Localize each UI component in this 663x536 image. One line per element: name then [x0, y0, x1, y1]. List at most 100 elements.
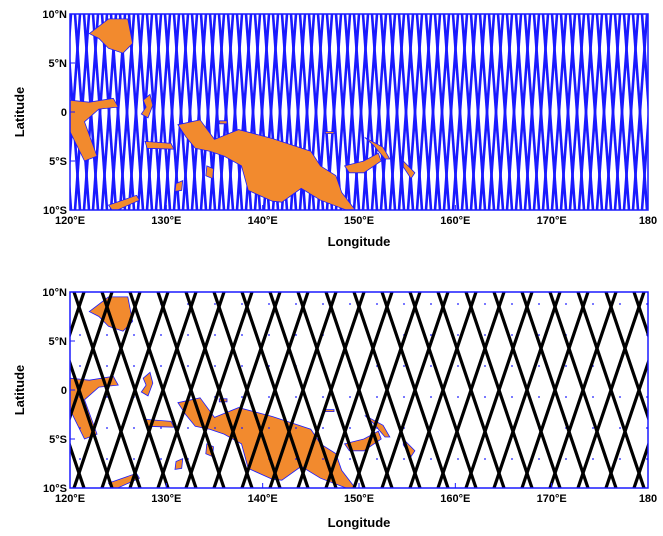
y-axis-label: Latitude — [12, 365, 27, 416]
x-tick-label: 140°E — [248, 493, 278, 505]
sample-dot — [241, 334, 243, 336]
sample-dot — [457, 334, 459, 336]
sample-dot — [565, 303, 567, 305]
sample-dot — [403, 365, 405, 367]
sample-dot — [430, 365, 432, 367]
sample-dot — [376, 427, 378, 429]
y-axis-label: Latitude — [12, 87, 27, 138]
sample-dot — [619, 427, 621, 429]
sample-dot — [565, 396, 567, 398]
sample-dot — [592, 427, 594, 429]
sample-dot — [106, 427, 108, 429]
sample-dot — [268, 334, 270, 336]
sample-dot — [484, 303, 486, 305]
x-tick-label: 180 — [639, 215, 657, 227]
sample-dot — [160, 427, 162, 429]
sample-dot — [457, 303, 459, 305]
sample-dot — [619, 458, 621, 460]
map-svg-top: 10°N5°N05°S10°S 120°E 130°E 140°E 150°E 160°… — [0, 0, 663, 250]
sample-dot — [322, 427, 324, 429]
sample-dot — [133, 365, 135, 367]
sample-dot — [160, 365, 162, 367]
sample-dot — [349, 303, 351, 305]
sample-dot — [268, 427, 270, 429]
sample-dot — [511, 303, 513, 305]
sample-dot — [457, 396, 459, 398]
sample-dot — [403, 303, 405, 305]
x-tick-label: 130°E — [151, 215, 181, 227]
sample-dot — [214, 303, 216, 305]
ground-track-descending — [0, 292, 56, 488]
sample-dot — [565, 458, 567, 460]
y-tick-label: 5°N — [49, 58, 68, 70]
sample-dot — [376, 303, 378, 305]
sample-dot — [538, 365, 540, 367]
ground-track-ascending — [651, 14, 663, 210]
sample-dot — [349, 458, 351, 460]
sample-dot — [241, 427, 243, 429]
sample-dot — [430, 303, 432, 305]
sample-dot — [79, 334, 81, 336]
x-tick-label: 180 — [639, 493, 657, 505]
x-tick-label: 170°E — [537, 493, 567, 505]
x-tick-label: 120°E — [55, 215, 85, 227]
sample-dot — [133, 334, 135, 336]
sample-dot — [295, 427, 297, 429]
sample-dot — [538, 396, 540, 398]
sample-dot — [214, 427, 216, 429]
x-tick-label: 150°E — [344, 493, 374, 505]
sample-dot — [268, 303, 270, 305]
sample-dot — [457, 458, 459, 460]
x-axis-label: Longitude — [328, 234, 391, 249]
sample-dot — [538, 303, 540, 305]
y-tick-label: 10°N — [42, 287, 67, 299]
sample-dot — [187, 427, 189, 429]
sample-dot — [430, 458, 432, 460]
ground-track-ascending — [0, 292, 56, 488]
sample-dot — [619, 303, 621, 305]
sample-dot — [511, 396, 513, 398]
sample-dot — [484, 334, 486, 336]
sample-dot — [484, 458, 486, 460]
y-tick-label: 5°S — [49, 156, 67, 168]
x-tick-label: 160°E — [440, 215, 470, 227]
sample-dot — [295, 303, 297, 305]
biak-island — [219, 121, 227, 124]
sample-dot — [592, 458, 594, 460]
sample-dot — [457, 365, 459, 367]
x-tick-label: 140°E — [248, 215, 278, 227]
sample-dot — [214, 334, 216, 336]
sample-dot — [241, 303, 243, 305]
manus-island — [325, 410, 334, 412]
y-tick-label: 0 — [61, 107, 67, 119]
sample-dot — [484, 365, 486, 367]
y-tick-label: 5°S — [49, 434, 67, 446]
sample-dot — [187, 365, 189, 367]
map-svg-bottom: 10°N 5°N 0 5°S 10°S 120°E 130°E 140°E 150°E 160°… — [0, 278, 663, 531]
sample-dot — [79, 427, 81, 429]
sample-dot — [322, 458, 324, 460]
x-tick-label: 170°E — [537, 215, 567, 227]
sample-dot — [106, 458, 108, 460]
sample-dot — [241, 396, 243, 398]
sample-dot — [511, 458, 513, 460]
sample-dot — [511, 365, 513, 367]
sample-dot — [133, 427, 135, 429]
sample-dot — [403, 396, 405, 398]
ground-track-ascending — [39, 14, 53, 210]
sample-dot — [106, 334, 108, 336]
sample-dot — [376, 396, 378, 398]
x-tick-label: 160°E — [440, 493, 470, 505]
sample-dot — [187, 334, 189, 336]
sample-dot — [376, 458, 378, 460]
sample-dot — [295, 396, 297, 398]
x-axis-label: Longitude — [328, 515, 391, 530]
sample-dot — [322, 396, 324, 398]
y-tick-label: 10°N — [42, 9, 67, 21]
sample-dot — [322, 303, 324, 305]
sample-dot — [268, 396, 270, 398]
ground-track-ascending — [30, 14, 44, 210]
sample-dot — [214, 365, 216, 367]
sample-dot — [106, 365, 108, 367]
map-panel-top: 10°N 5°N 0 5°S 10°S 120°E 130°E 140°E 150°E 160°… — [0, 0, 663, 250]
